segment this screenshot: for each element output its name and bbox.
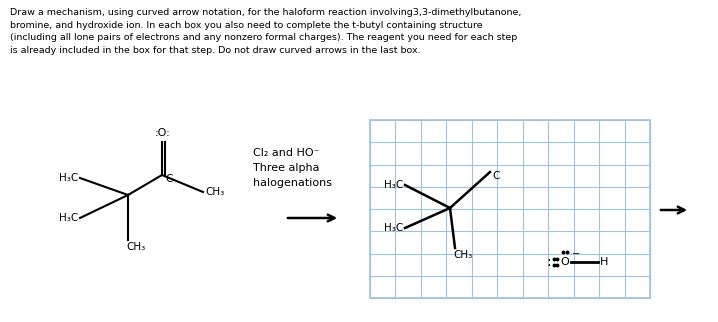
- Text: Draw a mechanism, using curved arrow notation, for the haloform reaction involvi: Draw a mechanism, using curved arrow not…: [10, 8, 521, 54]
- Text: Cl₂ and HO⁻: Cl₂ and HO⁻: [253, 148, 320, 158]
- Text: H₃C: H₃C: [59, 173, 78, 183]
- Text: H₃C: H₃C: [383, 223, 403, 233]
- Text: H₃C: H₃C: [59, 213, 78, 223]
- Text: O: O: [561, 257, 569, 267]
- Text: :O:: :O:: [155, 128, 171, 138]
- Text: C: C: [165, 174, 172, 184]
- Bar: [370, 120, 650, 298]
- Text: CH₃: CH₃: [453, 250, 472, 260]
- Text: H₃C: H₃C: [383, 180, 403, 190]
- Text: −: −: [572, 249, 580, 259]
- Text: :: :: [546, 255, 551, 269]
- Text: Three alpha: Three alpha: [253, 163, 320, 173]
- Text: CH₃: CH₃: [126, 242, 145, 252]
- Text: C: C: [492, 171, 500, 181]
- Text: halogenations: halogenations: [253, 178, 332, 188]
- Text: CH₃: CH₃: [205, 187, 224, 197]
- Text: H: H: [600, 257, 608, 267]
